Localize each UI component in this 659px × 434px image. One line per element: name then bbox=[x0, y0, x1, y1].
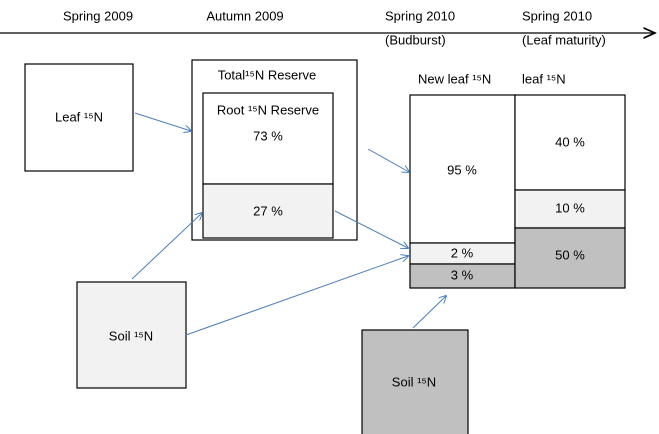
arrow bbox=[134, 112, 191, 131]
percent: 95 % bbox=[447, 162, 477, 177]
arrow bbox=[367, 148, 409, 172]
total-reserve-label: Total¹⁵N Reserve bbox=[218, 67, 317, 82]
segment bbox=[514, 227, 626, 289]
time-sublabel: (Leaf maturity) bbox=[522, 32, 606, 47]
percent: 40 % bbox=[555, 134, 585, 149]
leaf-label: leaf ¹⁵N bbox=[522, 71, 566, 86]
percent: 2 % bbox=[451, 245, 474, 260]
percent: 27 % bbox=[253, 203, 283, 218]
percent: 73 % bbox=[253, 128, 283, 143]
soil-label: Soil ¹⁵N bbox=[109, 328, 153, 343]
arrow bbox=[131, 213, 202, 280]
segment bbox=[514, 94, 626, 191]
percent: 10 % bbox=[555, 200, 585, 215]
leaf-label: Leaf ¹⁵N bbox=[55, 109, 103, 124]
time-label: Spring 2009 bbox=[63, 8, 133, 23]
segment bbox=[514, 189, 626, 229]
time-label: Autumn 2009 bbox=[206, 8, 283, 23]
arrow bbox=[334, 210, 408, 248]
arrow bbox=[412, 296, 446, 329]
arrow bbox=[185, 256, 408, 336]
soil-label: Soil ¹⁵N bbox=[392, 374, 436, 389]
leaf-box bbox=[24, 63, 134, 172]
segment bbox=[409, 94, 516, 244]
new-leaf-label: New leaf ¹⁵N bbox=[418, 71, 491, 86]
percent: 3 % bbox=[451, 267, 474, 282]
time-sublabel: (Budburst) bbox=[385, 32, 446, 47]
root-reserve-bottom bbox=[202, 183, 334, 239]
time-label: Spring 2010 bbox=[522, 8, 592, 23]
soil-box bbox=[361, 329, 469, 434]
root-reserve-label: Root ¹⁵N Reserve bbox=[217, 102, 319, 117]
percent: 50 % bbox=[555, 247, 585, 262]
time-label: Spring 2010 bbox=[385, 8, 455, 23]
